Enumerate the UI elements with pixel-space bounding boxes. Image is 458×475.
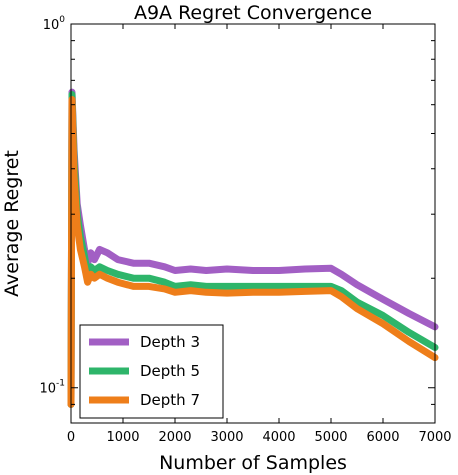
- y-tick-base: 10: [43, 18, 60, 33]
- x-tick-label: 7000: [418, 430, 451, 445]
- chart-title: A9A Regret Convergence: [134, 2, 372, 24]
- x-axis-label: Number of Samples: [159, 452, 347, 474]
- y-tick-exponent: 0: [59, 15, 65, 25]
- x-tick-label: 3000: [210, 430, 243, 445]
- legend-label: Depth 7: [140, 391, 200, 409]
- x-tick-label: 6000: [366, 430, 399, 445]
- x-tick-label: 5000: [314, 430, 347, 445]
- y-tick-label: 100: [43, 15, 66, 33]
- plot-frame: [70, 23, 436, 424]
- x-tick-label: 4000: [262, 430, 295, 445]
- x-tick-label: 1000: [106, 430, 139, 445]
- series-layer: [67, 88, 439, 408]
- y-tick-label: 10-1: [39, 379, 65, 397]
- y-tick-base: 10: [39, 382, 56, 397]
- legend: Depth 3 Depth 5 Depth 7: [79, 324, 224, 419]
- y-tick-exponent: -1: [56, 379, 65, 389]
- x-tick-label: 0: [67, 430, 75, 445]
- series-line-3: [67, 96, 439, 408]
- legend-label: Depth 5: [140, 362, 200, 380]
- y-axis-label: Average Regret: [1, 150, 23, 297]
- x-tick-label: 2000: [158, 430, 191, 445]
- legend-label: Depth 3: [140, 333, 200, 351]
- x-axis: 0 1000 2000 3000 4000 5000 6000 7000: [67, 24, 452, 445]
